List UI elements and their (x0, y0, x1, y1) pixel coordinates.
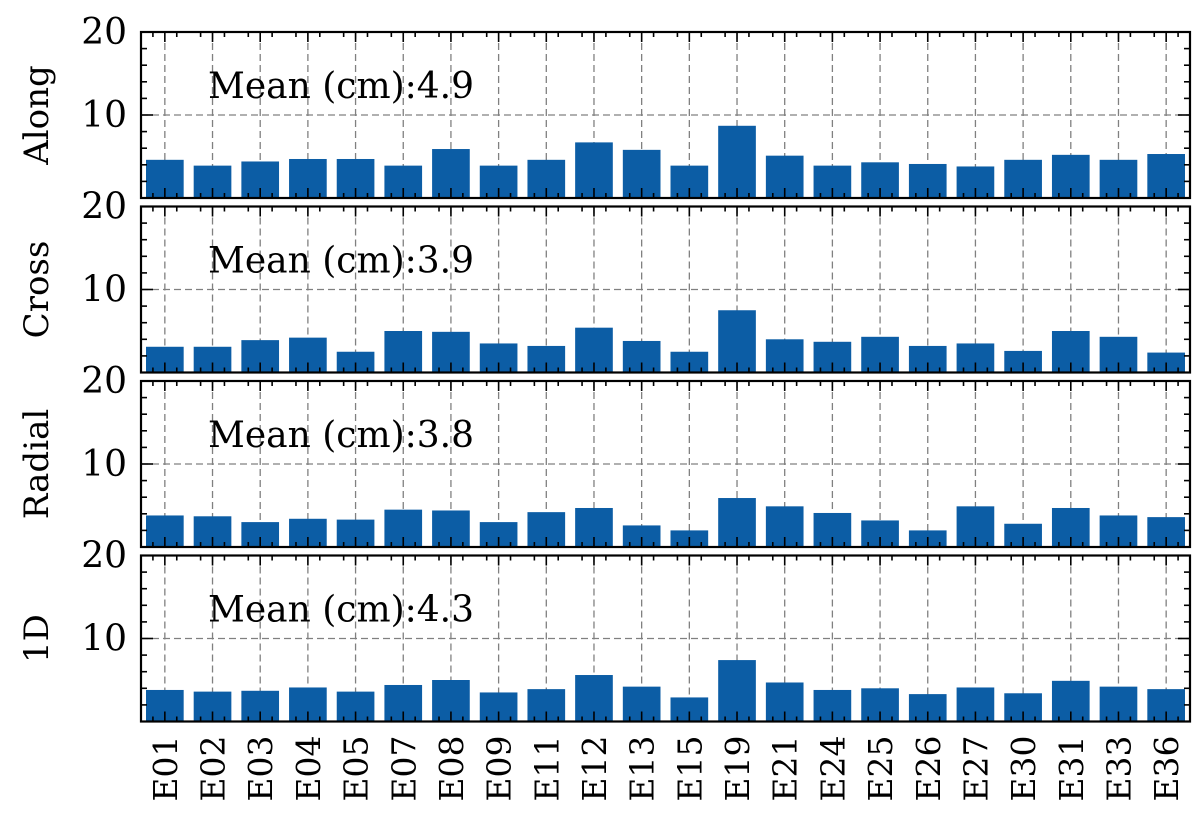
ytick-label: 20 (81, 12, 127, 53)
xtick-label-E24: E24 (813, 736, 852, 802)
mean-annotation: Mean (cm):4.3 (208, 590, 474, 631)
xtick-label-E15: E15 (670, 736, 709, 802)
xtick-label-E05: E05 (337, 736, 376, 802)
mean-annotation: Mean (cm):3.9 (208, 241, 474, 282)
xtick-label-E33: E33 (1099, 736, 1138, 802)
bar-E19 (718, 125, 756, 198)
panel-along: 10 20 Along Mean (cm):4.9 (17, 12, 1192, 200)
axes-frame (139, 554, 1192, 723)
bar-E15 (670, 351, 709, 373)
bar-E13 (622, 525, 661, 547)
ylabel: Along (17, 65, 57, 166)
mean-annotation: Mean (cm):3.8 (208, 415, 474, 456)
xtick-label-E36: E36 (1147, 736, 1186, 802)
ytick-label: 20 (81, 536, 127, 577)
ylabel: Cross (17, 241, 57, 339)
ytick-label: 10 (81, 619, 127, 660)
xtick-label-E19: E19 (718, 736, 757, 802)
axes-frame (139, 30, 1192, 200)
panel-1d: 10 20 1D Mean (cm):4.3 (17, 536, 1192, 723)
xtick-label-E31: E31 (1052, 736, 1091, 802)
mean-annotation: Mean (cm):4.9 (208, 66, 474, 107)
bar-E30 (1004, 350, 1042, 373)
xtick-label-E01: E01 (146, 736, 185, 802)
xtick-label-E12: E12 (575, 736, 614, 802)
axes-frame (139, 379, 1192, 549)
bar-E30 (1004, 523, 1042, 547)
xtick-label-E04: E04 (289, 736, 328, 802)
xtick-label-E02: E02 (194, 736, 233, 802)
ytick-label: 10 (81, 270, 127, 311)
xtick-label-E21: E21 (766, 736, 805, 802)
panel-cross: 10 20 Cross Mean (cm):3.9 (17, 187, 1192, 374)
ytick-label: 20 (81, 361, 127, 402)
ylabel: Radial (17, 409, 57, 519)
xtick-label-E07: E07 (384, 736, 423, 802)
xtick-label-E27: E27 (956, 736, 995, 802)
xtick-label-E08: E08 (432, 736, 471, 802)
ytick-label: 20 (81, 187, 127, 228)
bar-E05 (336, 351, 375, 373)
xtick-label-E13: E13 (623, 736, 662, 802)
xtick-label-E30: E30 (1004, 736, 1043, 802)
xtick-label-E03: E03 (241, 736, 280, 802)
bar-E19 (718, 660, 756, 722)
ytick-label: 10 (81, 444, 127, 485)
xtick-label-E09: E09 (480, 736, 519, 802)
xtick-label-E26: E26 (909, 736, 948, 802)
bar-E19 (718, 310, 756, 373)
ytick-label: 10 (81, 95, 127, 136)
xtick-label-E11: E11 (527, 736, 566, 802)
ylabel: 1D (17, 614, 57, 663)
xtick-label-E25: E25 (861, 736, 900, 802)
axes-frame (139, 205, 1192, 374)
panel-radial: 10 20 Radial Mean (cm):3.8 (17, 361, 1192, 549)
